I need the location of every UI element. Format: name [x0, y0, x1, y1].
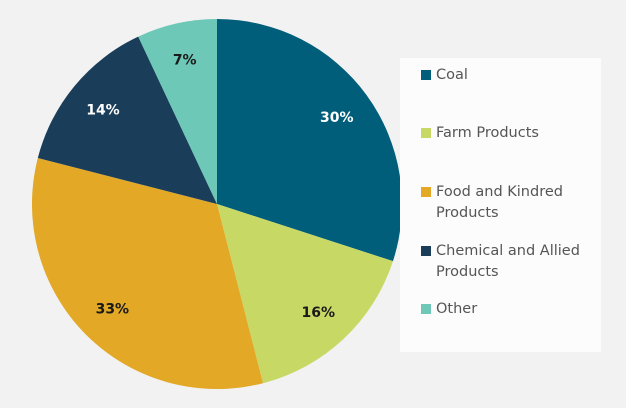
legend-swatch: [421, 70, 431, 80]
legend-item-other: Other: [421, 299, 596, 320]
pie-slice-chemical-and-allied-products: [37, 36, 217, 204]
legend-label: Food and Kindred Products: [436, 184, 563, 221]
pie-slice-other: [138, 19, 217, 204]
legend-swatch: [421, 128, 431, 138]
legend-item-food: Food and Kindred Products: [421, 182, 596, 224]
legend-swatch: [421, 304, 431, 314]
pie-slice-coal: [217, 19, 403, 262]
data-label: 33%: [96, 302, 130, 318]
data-label: 7%: [173, 53, 197, 69]
legend-item-farm-products: Farm Products: [421, 123, 596, 144]
legend-label: Farm Products: [436, 125, 539, 141]
legend-label: Chemical and Allied Products: [436, 243, 580, 280]
data-label: 30%: [320, 110, 354, 126]
legend-label: Coal: [436, 67, 468, 83]
legend: Coal Farm Products Food and Kindred Prod…: [400, 58, 601, 352]
legend-label: Other: [436, 301, 478, 317]
legend-swatch: [421, 187, 431, 197]
pie-slice-farm-products: [217, 204, 393, 384]
legend-item-chemical: Chemical and Allied Products: [421, 241, 596, 283]
pie-slice-food-and-kindred-products: [31, 157, 264, 390]
legend-item-coal: Coal: [421, 65, 596, 86]
data-label: 14%: [86, 103, 120, 119]
legend-swatch: [421, 246, 431, 256]
data-label: 16%: [302, 305, 336, 321]
